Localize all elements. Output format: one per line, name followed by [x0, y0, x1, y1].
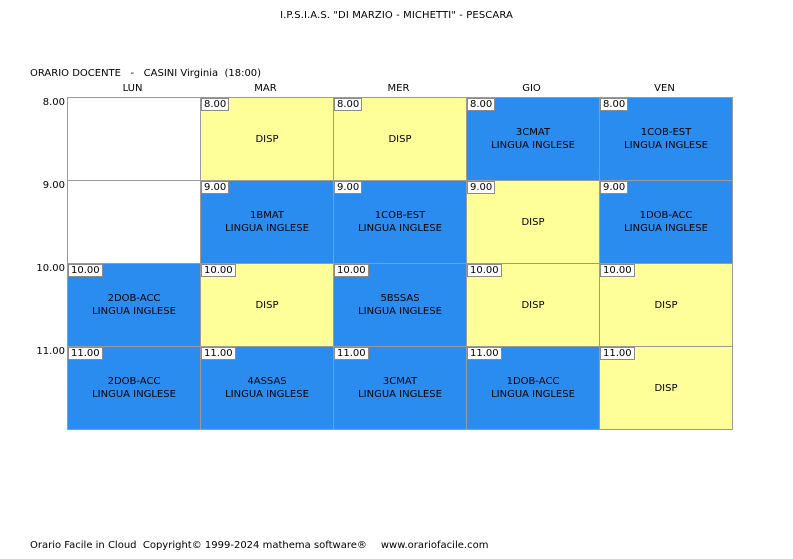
- footer: Orario Facile in Cloud Copyright© 1999-2…: [30, 540, 488, 551]
- timetable-cell-mon-2: [67, 180, 201, 264]
- cell-subject: LINGUA INGLESE: [92, 389, 176, 400]
- cell-class: DISP: [521, 216, 545, 228]
- timetable-cell-wed-2[interactable]: 9.00 1COB-EST LINGUA INGLESE: [333, 180, 467, 264]
- cell-subject: LINGUA INGLESE: [225, 389, 309, 400]
- cell-subject: LINGUA INGLESE: [225, 223, 309, 234]
- cell-time: 10.00: [600, 264, 635, 277]
- cell-time: 8.00: [467, 98, 496, 111]
- cell-time: 9.00: [600, 181, 629, 194]
- cell-class: DISP: [654, 382, 678, 394]
- teacher-schedule-title: ORARIO DOCENTE - CASINI Virginia (18:00): [30, 68, 262, 79]
- cell-class: 1DOB-ACC: [506, 376, 560, 387]
- timetable-cell-thu-2[interactable]: 9.00 DISP: [466, 180, 600, 264]
- cell-time: 8.00: [201, 98, 230, 111]
- timetable-cell-mon-1: [67, 97, 201, 181]
- hour-label-3: 10.00: [36, 263, 65, 274]
- cell-class: 4ASSAS: [247, 376, 287, 387]
- cell-class: 1BMAT: [249, 210, 285, 221]
- cell-time: 10.00: [467, 264, 502, 277]
- timetable-cell-tue-2[interactable]: 9.00 1BMAT LINGUA INGLESE: [200, 180, 334, 264]
- timetable-cell-mon-3[interactable]: 10.00 2DOB-ACC LINGUA INGLESE: [67, 263, 201, 347]
- cell-subject: LINGUA INGLESE: [491, 140, 575, 151]
- cell-class: DISP: [388, 133, 412, 145]
- cell-class: 1DOB-ACC: [639, 210, 693, 221]
- timetable-cell-wed-1[interactable]: 8.00 DISP: [333, 97, 467, 181]
- cell-time: 8.00: [334, 98, 363, 111]
- cell-subject: LINGUA INGLESE: [491, 389, 575, 400]
- cell-time: 11.00: [467, 347, 502, 360]
- cell-time: 11.00: [600, 347, 635, 360]
- timetable-cell-tue-3[interactable]: 10.00 DISP: [200, 263, 334, 347]
- cell-time: 11.00: [334, 347, 369, 360]
- cell-subject: LINGUA INGLESE: [358, 223, 442, 234]
- copyright-text: Orario Facile in Cloud Copyright© 1999-2…: [30, 540, 367, 551]
- cell-subject: LINGUA INGLESE: [624, 140, 708, 151]
- cell-time: 11.00: [201, 347, 236, 360]
- cell-subject: LINGUA INGLESE: [92, 306, 176, 317]
- cell-class: DISP: [521, 299, 545, 311]
- day-header-wed: MER: [387, 83, 410, 94]
- timetable-cell-fri-1[interactable]: 8.00 1COB-EST LINGUA INGLESE: [599, 97, 733, 181]
- timetable-cell-fri-3[interactable]: 10.00 DISP: [599, 263, 733, 347]
- school-title: I.P.S.I.A.S. "DI MARZIO - MICHETTI" - PE…: [280, 10, 513, 21]
- cell-class: 1COB-EST: [640, 127, 692, 138]
- cell-subject: LINGUA INGLESE: [358, 306, 442, 317]
- day-header-fri: VEN: [654, 83, 675, 94]
- timetable-cell-wed-3[interactable]: 10.00 5BSSAS LINGUA INGLESE: [333, 263, 467, 347]
- timetable-cell-thu-3[interactable]: 10.00 DISP: [466, 263, 600, 347]
- cell-class: 2DOB-ACC: [107, 376, 161, 387]
- website-link[interactable]: www.orariofacile.com: [380, 540, 489, 551]
- cell-class: DISP: [654, 299, 678, 311]
- timetable-cell-wed-4[interactable]: 11.00 3CMAT LINGUA INGLESE: [333, 346, 467, 430]
- timetable-cell-fri-4[interactable]: 11.00 DISP: [599, 346, 733, 430]
- cell-class: 2DOB-ACC: [107, 293, 161, 304]
- cell-subject: LINGUA INGLESE: [358, 389, 442, 400]
- cell-time: 10.00: [68, 264, 103, 277]
- timetable-cell-mon-4[interactable]: 11.00 2DOB-ACC LINGUA INGLESE: [67, 346, 201, 430]
- cell-time: 11.00: [68, 347, 103, 360]
- cell-time: 9.00: [334, 181, 363, 194]
- cell-class: 3CMAT: [515, 127, 551, 138]
- hour-label-4: 11.00: [36, 346, 65, 357]
- cell-time: 10.00: [334, 264, 369, 277]
- cell-time: 9.00: [201, 181, 230, 194]
- cell-class: 3CMAT: [382, 376, 418, 387]
- day-header-thu: GIO: [522, 83, 541, 94]
- hour-label-1: 8.00: [42, 97, 65, 108]
- cell-time: 9.00: [467, 181, 496, 194]
- cell-class: 1COB-EST: [374, 210, 426, 221]
- cell-class: 5BSSAS: [380, 293, 420, 304]
- cell-class: DISP: [255, 133, 279, 145]
- timetable-cell-thu-4[interactable]: 11.00 1DOB-ACC LINGUA INGLESE: [466, 346, 600, 430]
- day-header-tue: MAR: [254, 83, 277, 94]
- cell-subject: LINGUA INGLESE: [624, 223, 708, 234]
- timetable-cell-thu-1[interactable]: 8.00 3CMAT LINGUA INGLESE: [466, 97, 600, 181]
- timetable-cell-tue-1[interactable]: 8.00 DISP: [200, 97, 334, 181]
- timetable-cell-tue-4[interactable]: 11.00 4ASSAS LINGUA INGLESE: [200, 346, 334, 430]
- hour-label-2: 9.00: [42, 180, 65, 191]
- timetable-cell-fri-2[interactable]: 9.00 1DOB-ACC LINGUA INGLESE: [599, 180, 733, 264]
- timetable-grid: 8.00 DISP 8.00 DISP 8.00 3CMAT LINGUA INGLESE 8…: [67, 97, 733, 430]
- cell-time: 8.00: [600, 98, 629, 111]
- cell-time: 10.00: [201, 264, 236, 277]
- cell-class: DISP: [255, 299, 279, 311]
- day-header-mon: LUN: [122, 83, 143, 94]
